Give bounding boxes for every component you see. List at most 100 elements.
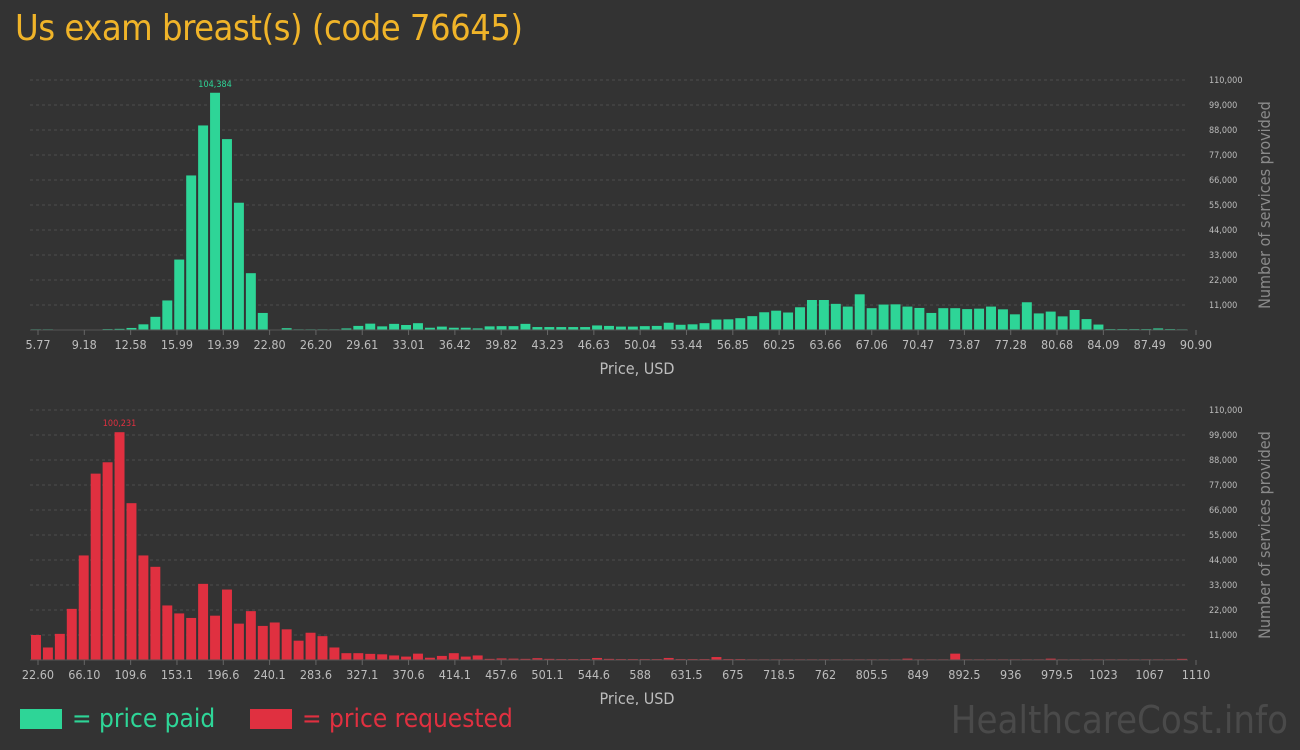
bar: [902, 306, 913, 330]
bar: [42, 647, 53, 660]
bar: [150, 316, 161, 330]
y-tick-label: 110,000: [1209, 406, 1242, 416]
bar: [341, 328, 352, 330]
bar: [90, 473, 101, 660]
bar: [520, 323, 531, 330]
x-tick-label: 457.6: [485, 667, 517, 682]
x-tick-label: 63.66: [809, 337, 841, 352]
bar: [233, 202, 244, 330]
price-paid-chart: 11,000 22,000 33,000 44,000 55,000 66,000 77,0…: [25, 76, 1274, 378]
bar: [627, 326, 638, 330]
bar: [460, 327, 471, 330]
bar: [532, 658, 543, 660]
bar: [472, 655, 483, 660]
bar: [126, 327, 137, 330]
bar: [54, 633, 65, 660]
bar: [759, 312, 770, 330]
x-tick-label: 60.25: [763, 337, 795, 352]
y-tick-label: 33,000: [1209, 581, 1237, 591]
bar: [186, 175, 197, 330]
x-tick-label: 29.61: [346, 337, 378, 352]
x-tick-label: 588: [629, 667, 650, 682]
bar: [377, 654, 388, 660]
x-axis-label: Price, USD: [600, 689, 675, 705]
x-tick-label: 501.1: [531, 667, 563, 682]
bar: [138, 555, 149, 660]
bar: [413, 323, 423, 330]
bar: [245, 611, 256, 660]
y-tick-label: 88,000: [1209, 456, 1237, 466]
x-tick-label: 56.85: [717, 337, 749, 352]
bar: [854, 294, 865, 330]
bar: [1033, 313, 1044, 330]
x-tick-label: 87.49: [1134, 337, 1166, 352]
y-tick-label: 44,000: [1209, 226, 1237, 236]
x-tick-label: 73.87: [948, 337, 980, 352]
y-tick-label: 11,000: [1209, 631, 1237, 641]
bar: [150, 566, 161, 660]
x-tick-label: 153.1: [161, 667, 193, 682]
bar: [305, 632, 316, 660]
bar: [341, 653, 352, 660]
bar: [651, 325, 662, 330]
bar: [78, 555, 89, 660]
y-tick-label: 55,000: [1209, 201, 1237, 211]
bar: [162, 300, 173, 330]
y-tick-label: 77,000: [1209, 151, 1237, 161]
y-tick-label: 77,000: [1209, 481, 1237, 491]
y-tick-label: 66,000: [1209, 506, 1237, 516]
bar: [198, 583, 209, 660]
bar: [1153, 328, 1164, 330]
bar: [615, 326, 626, 330]
bar: [675, 324, 686, 330]
bar: [1177, 658, 1187, 660]
legend-requested: = price requested: [250, 704, 513, 734]
y-tick-label: 66,000: [1209, 176, 1237, 186]
bar: [174, 613, 185, 660]
x-tick-label: 19.39: [207, 337, 239, 352]
bar: [1081, 319, 1092, 330]
x-tick-label: 544.6: [578, 667, 610, 682]
bar: [436, 655, 447, 660]
x-tick-label: 77.28: [995, 337, 1027, 352]
bar: [818, 300, 829, 330]
bar: [699, 323, 710, 330]
peak-value-label: 104,384: [198, 80, 231, 90]
bar: [401, 325, 412, 330]
bar: [520, 658, 531, 660]
x-tick-label: 43.23: [531, 337, 563, 352]
bar: [198, 125, 209, 330]
y-axis-label: Number of services provided: [1255, 431, 1274, 639]
price-requested-chart: 11,000 22,000 33,000 44,000 55,000 66,000 77,0…: [22, 406, 1274, 705]
bar: [329, 647, 340, 660]
bar: [448, 327, 459, 330]
bar: [496, 326, 507, 330]
bar: [233, 623, 244, 660]
bar: [1093, 324, 1104, 330]
bar: [1009, 314, 1020, 330]
x-tick-label: 22.80: [254, 337, 286, 352]
bar: [950, 308, 961, 330]
bar: [281, 328, 292, 330]
bar: [460, 656, 471, 660]
bar: [257, 312, 268, 330]
bar: [436, 326, 447, 330]
y-tick-label: 99,000: [1209, 431, 1237, 441]
bar: [31, 635, 41, 660]
bar: [472, 328, 483, 330]
bar: [389, 323, 400, 330]
bar: [711, 319, 722, 330]
bar: [783, 312, 794, 330]
bar: [735, 318, 746, 330]
bar: [568, 327, 579, 330]
legend-paid: = price paid: [20, 704, 215, 734]
x-tick-label: 892.5: [948, 667, 980, 682]
bar: [532, 327, 543, 330]
bar: [914, 307, 925, 330]
x-tick-label: 80.68: [1041, 337, 1073, 352]
bar: [174, 259, 185, 330]
bar: [484, 658, 495, 660]
bar: [962, 309, 973, 330]
x-tick-label: 414.1: [439, 667, 471, 682]
bar: [424, 657, 435, 660]
